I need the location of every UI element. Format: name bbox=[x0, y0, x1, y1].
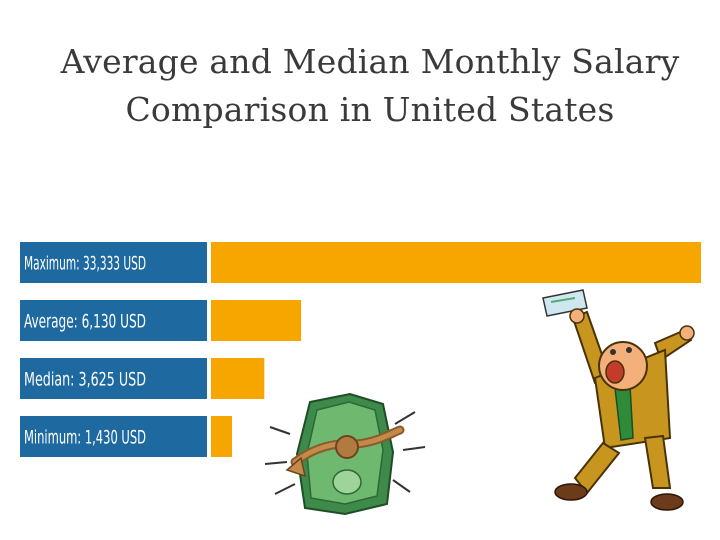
bar-minimum bbox=[211, 416, 232, 457]
bar-label-box-median bbox=[20, 358, 207, 399]
bar-label-average: Average: 6,130 USD bbox=[24, 311, 146, 333]
bar-label-box-average bbox=[20, 300, 207, 341]
bar-label-maximum: Maximum: 33,333 USD bbox=[24, 253, 146, 275]
bar-average bbox=[211, 300, 302, 341]
chart-title-line-1: Average and Median Monthly Salary bbox=[60, 42, 680, 81]
chart-title-line-2: Comparison in United States bbox=[125, 90, 615, 129]
happy-man-with-check-illustration bbox=[542, 289, 695, 511]
bar-maximum bbox=[211, 242, 701, 283]
bar-label-minimum: Minimum: 1,430 USD bbox=[24, 427, 146, 449]
bar-label-median: Median: 3,625 USD bbox=[24, 369, 146, 391]
chart-title: Average and Median Monthly Salary Compar… bbox=[0, 38, 720, 134]
bar-median bbox=[211, 358, 265, 399]
bar-label-box-maximum bbox=[20, 242, 207, 283]
bar-label-box-minimum bbox=[20, 416, 207, 457]
tied-money-bag-illustration bbox=[264, 392, 426, 516]
